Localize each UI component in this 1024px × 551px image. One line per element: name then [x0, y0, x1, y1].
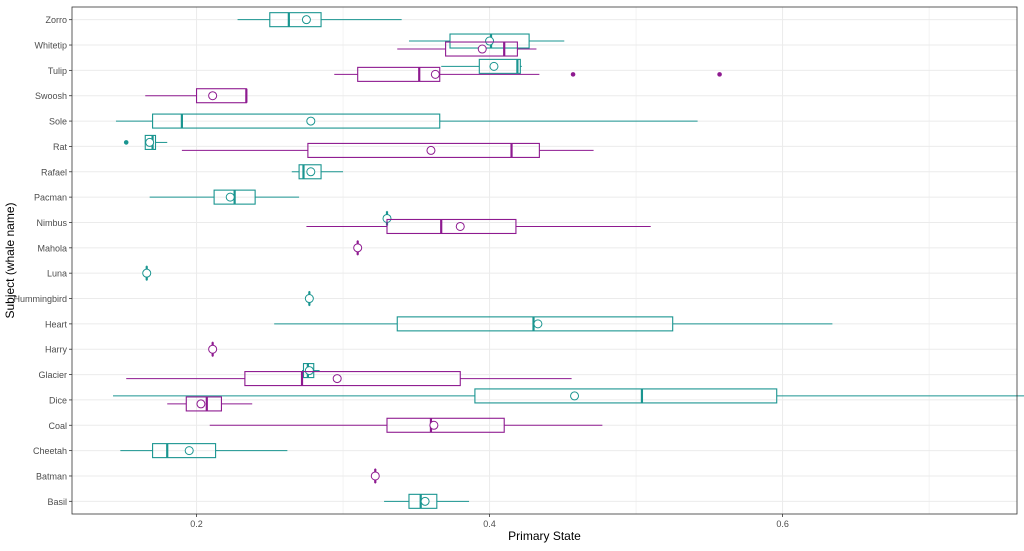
y-axis-title: Subject (whale name): [3, 202, 17, 318]
x-axis-title: Primary State: [508, 529, 581, 543]
mean-point: [534, 320, 542, 328]
mean-point: [430, 421, 438, 429]
mean-point: [478, 45, 486, 53]
mean-point: [185, 447, 193, 455]
mean-point: [197, 400, 205, 408]
y-tick-label: Batman: [36, 471, 67, 481]
y-tick-label: Harry: [45, 345, 67, 355]
y-tick-label: Whitetip: [34, 41, 67, 51]
x-tick-label: 0.6: [776, 519, 789, 529]
x-tick-label: 0.4: [483, 519, 496, 529]
y-tick-label: Cheetah: [33, 446, 67, 456]
chart: Zorro Whitetip Tulip Swoosh Sole Rat Rafael Pac…: [0, 0, 1024, 546]
mean-point: [431, 70, 439, 78]
outlier-point: [124, 140, 129, 145]
mean-point: [490, 62, 498, 70]
mean-point: [143, 269, 151, 277]
mean-point: [226, 193, 234, 201]
mean-point: [209, 345, 217, 353]
y-tick-label: Luna: [47, 269, 67, 279]
y-tick-label: Zorro: [45, 15, 67, 25]
y-tick-label: Dice: [49, 395, 67, 405]
mean-point: [456, 222, 464, 230]
x-tick-label: 0.2: [190, 519, 203, 529]
y-tick-label: Nimbus: [36, 218, 67, 228]
y-tick-label: Tulip: [48, 66, 67, 76]
y-tick-label: Swoosh: [35, 91, 67, 101]
outlier-point: [717, 72, 722, 77]
mean-point: [305, 367, 313, 375]
y-tick-label: Heart: [45, 319, 68, 329]
y-tick-label: Sole: [49, 117, 67, 127]
y-tick-label: Hummingbird: [13, 294, 67, 304]
y-tick-label: Basil: [47, 497, 67, 507]
mean-point: [354, 244, 362, 252]
mean-point: [307, 168, 315, 176]
mean-point: [571, 392, 579, 400]
mean-point: [209, 92, 217, 100]
mean-point: [302, 16, 310, 24]
y-tick-label: Glacier: [38, 370, 67, 380]
y-tick-label: Coal: [48, 421, 67, 431]
mean-point: [427, 146, 435, 154]
y-tick-label: Rafael: [41, 167, 67, 177]
mean-point: [486, 37, 494, 45]
outlier-point: [571, 72, 576, 77]
mean-point: [371, 472, 379, 480]
mean-point: [146, 138, 154, 146]
mean-point: [305, 295, 313, 303]
mean-point: [307, 117, 315, 125]
y-tick-label: Pacman: [34, 193, 67, 203]
y-tick-label: Rat: [53, 142, 68, 152]
mean-point: [421, 497, 429, 505]
mean-point: [333, 375, 341, 383]
y-tick-label: Mahola: [37, 243, 67, 253]
